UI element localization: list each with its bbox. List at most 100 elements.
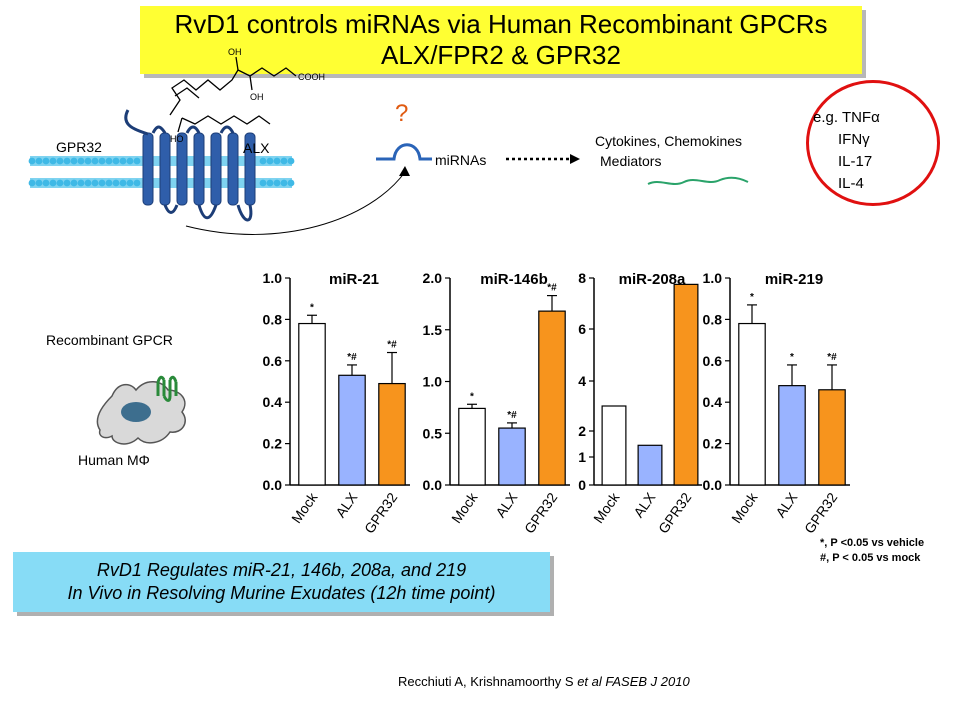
- significance-mark: *: [750, 292, 754, 303]
- mrna-squiggle-icon: [647, 176, 749, 185]
- bar: [298, 322, 326, 486]
- y-tick-label: 1.0: [703, 270, 723, 286]
- arrowhead-icon: [570, 154, 580, 164]
- mirnas-label: miRNAs: [435, 152, 486, 168]
- bar: [338, 374, 366, 486]
- y-tick-label: 1.0: [263, 270, 283, 286]
- y-tick-label: 0.4: [263, 394, 283, 410]
- alx-label: ALX: [243, 140, 270, 156]
- significance-mark: *: [790, 352, 794, 363]
- cytokine-item-tnf: e.g. TNFα: [813, 109, 880, 126]
- citation-journal: et al FASEB J 2010: [577, 674, 690, 689]
- x-tick-label: GPR32: [521, 489, 561, 536]
- bar: [538, 310, 566, 486]
- significance-mark: *#: [547, 283, 557, 294]
- question-mark: ?: [395, 100, 408, 127]
- bar: [498, 427, 526, 486]
- x-tick-label: GPR32: [801, 489, 841, 536]
- bar: [601, 405, 627, 486]
- eg-label: e.g.: [813, 109, 839, 126]
- significance-mark: *#: [507, 410, 517, 421]
- chart-title: miR-146b: [480, 271, 548, 288]
- citation: Recchiuti A, Krishnamoorthy S et al FASE…: [398, 674, 690, 689]
- mirna-bar-charts: 0.0 0.2 0.4 0.6 0.8 1.0 miR-21 * Mock *# ALX *# GPR3…: [263, 270, 850, 536]
- bar: [778, 385, 806, 486]
- summary-line-1: RvD1 Regulates miR-21, 146b, 208a, and 2…: [96, 560, 467, 580]
- x-tick-label: ALX: [630, 489, 659, 520]
- x-tick-label: Mock: [590, 489, 623, 526]
- bar: [738, 322, 766, 486]
- y-tick-label: 0.0: [263, 477, 283, 493]
- cytokine-item-il4: IL-4: [838, 175, 864, 192]
- gpcr-receptor-icon: [142, 132, 256, 206]
- mirna-hairpin-icon: [376, 143, 432, 161]
- y-tick-label: 0.4: [703, 394, 723, 410]
- title-line-2: ALX/FPR2 & GPR32: [381, 40, 621, 70]
- oh-label: OH: [250, 92, 264, 102]
- oh-label: OH: [228, 47, 242, 57]
- y-tick-label: 0: [578, 477, 586, 493]
- bar: [458, 407, 486, 486]
- y-tick-label: 0.8: [263, 311, 283, 327]
- y-tick-label: 2.0: [423, 270, 443, 286]
- y-tick-label: 0.6: [263, 353, 283, 369]
- x-tick-label: Mock: [448, 489, 481, 526]
- outputs-line-2: Mediators: [600, 153, 661, 169]
- outputs-line-1: Cytokines, Chemokines: [595, 133, 742, 149]
- chart-title: miR-219: [765, 271, 823, 288]
- cytokine-item-ifn: IFNγ: [838, 131, 870, 148]
- summary-box: RvD1 Regulates miR-21, 146b, 208a, and 2…: [13, 552, 550, 612]
- y-tick-label: 6: [578, 321, 586, 337]
- bar: [673, 283, 699, 486]
- x-tick-label: Mock: [288, 489, 321, 526]
- pathway-diagram: OH OH HO COOH GPR32 ALX ? miRNAs Cytokin…: [28, 47, 749, 235]
- x-tick-label: ALX: [332, 489, 361, 520]
- significance-legend-vehicle: *, P <0.05 vs vehicle: [820, 537, 925, 549]
- y-tick-label: 0.0: [423, 477, 443, 493]
- bar: [637, 444, 663, 486]
- cytokine-label: TNFα: [841, 109, 880, 126]
- significance-legend-mock: #, P < 0.05 vs mock: [820, 552, 921, 564]
- cytokine-highlight-ring: [806, 80, 940, 206]
- arrowhead-icon: [399, 166, 410, 176]
- y-tick-label: 8: [578, 270, 586, 286]
- bar: [818, 389, 846, 486]
- significance-mark: *#: [827, 352, 837, 363]
- slide-title: RvD1 controls miRNAs via Human Recombina…: [140, 6, 862, 74]
- chart-title: miR-21: [329, 271, 379, 288]
- y-tick-label: 0.2: [703, 436, 723, 452]
- y-tick-label: 1: [578, 449, 586, 465]
- y-tick-label: 0.6: [703, 353, 723, 369]
- y-tick-label: 0.5: [423, 425, 443, 441]
- y-tick-label: 0.0: [703, 477, 723, 493]
- significance-mark: *: [470, 391, 474, 402]
- citation-authors: Recchiuti A, Krishnamoorthy S: [398, 674, 574, 689]
- x-tick-label: GPR32: [361, 489, 401, 536]
- x-tick-label: ALX: [492, 489, 521, 520]
- curved-arrow: [185, 171, 406, 235]
- cooh-label: COOH: [298, 72, 325, 82]
- significance-mark: *#: [387, 340, 397, 351]
- y-tick-label: 4: [578, 373, 586, 389]
- y-tick-label: 1.0: [423, 374, 443, 390]
- chart-title: miR-208a: [619, 271, 686, 288]
- rvd1-structure: [169, 56, 297, 133]
- y-tick-label: 2: [578, 423, 586, 439]
- y-tick-label: 0.8: [703, 311, 723, 327]
- title-line-1: RvD1 controls miRNAs via Human Recombina…: [174, 9, 828, 39]
- significance-mark: *#: [347, 352, 357, 363]
- y-tick-label: 0.2: [263, 436, 283, 452]
- bar: [378, 382, 406, 486]
- y-tick-label: 1.5: [423, 322, 443, 338]
- x-tick-label: GPR32: [655, 489, 695, 536]
- macrophage-cell-icon: [96, 375, 186, 445]
- human-macrophage-label: Human MΦ: [78, 452, 150, 468]
- significance-mark: *: [310, 302, 314, 313]
- summary-line-2: In Vivo in Resolving Murine Exudates (12…: [67, 583, 496, 603]
- recombinant-gpcr-label: Recombinant GPCR: [46, 332, 173, 348]
- x-tick-label: ALX: [772, 489, 801, 520]
- x-tick-label: Mock: [728, 489, 761, 526]
- ho-label: HO: [170, 134, 184, 144]
- cytokine-item-il17: IL-17: [838, 153, 873, 170]
- gpr32-label: GPR32: [56, 139, 102, 155]
